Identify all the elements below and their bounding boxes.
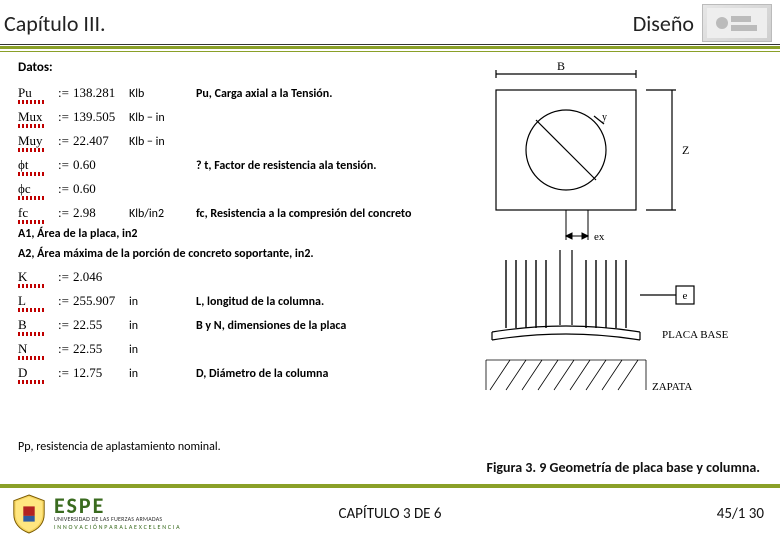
description: B y N, dimensiones de la placa (196, 319, 346, 333)
diagram-svg: y B Z ex (476, 60, 766, 420)
assign-op: := (58, 341, 69, 357)
unit: in (129, 367, 184, 381)
wavy-underline (18, 100, 46, 104)
section-title: Diseño (633, 10, 694, 37)
wavy-underline (18, 196, 46, 200)
page-number: 45/1 30 (717, 505, 764, 523)
dim-e: e (683, 290, 688, 302)
symbol: ϕt (18, 157, 58, 173)
assign-op: := (58, 293, 69, 309)
footer-brand: ESPE UNIVERSIDAD DE LAS FUERZAS ARMADAS … (0, 493, 180, 535)
wavy-underline (18, 124, 46, 128)
accent-bar (0, 45, 780, 50)
value: 139.505 (73, 109, 123, 125)
assign-op: := (58, 205, 69, 221)
wavy-underline (18, 284, 46, 288)
unit: Klb − in (129, 111, 184, 125)
unit: Klb (129, 87, 184, 101)
parts-icon (707, 8, 767, 38)
description: L, longitud de la columna. (196, 295, 324, 309)
espe-sub2: I N N O V A C I Ó N P A R A L A E X C E … (54, 523, 180, 531)
wavy-underline (18, 356, 46, 360)
description: fc, Resistencia a la compresión del conc… (196, 207, 411, 221)
value: 2.046 (73, 269, 123, 285)
unit: in (129, 319, 184, 333)
assign-op: := (58, 181, 69, 197)
assign-op: := (58, 365, 69, 381)
pp-label: Pp, resistencia de aplastamiento nominal… (18, 440, 221, 454)
unit: in (129, 295, 184, 309)
label-placa-base: PLACA BASE (662, 329, 729, 341)
description: D, Diámetro de la columna (196, 367, 328, 381)
assign-op: := (58, 157, 69, 173)
symbol: K (18, 269, 58, 285)
value: 22.55 (73, 341, 123, 357)
label-zapata: ZAPATA (652, 381, 692, 393)
description: ? t, Factor de resistencia ala tensión. (196, 159, 377, 173)
value: 22.55 (73, 317, 123, 333)
wavy-underline (18, 172, 46, 176)
svg-text:y: y (602, 112, 607, 123)
shield-icon (10, 493, 48, 535)
symbol: fc (18, 205, 58, 221)
assign-op: := (58, 85, 69, 101)
unit: Klb − in (129, 135, 184, 149)
geometry-diagram: y B Z ex (476, 60, 766, 400)
header-right: Diseño (633, 4, 772, 42)
value: 0.60 (73, 181, 123, 197)
symbol: Mux (18, 109, 58, 125)
unit: in (129, 343, 184, 357)
footer-center: CAPÍTULO 3 DE 6 (339, 505, 442, 523)
wavy-underline (18, 380, 46, 384)
symbol: L (18, 293, 58, 309)
espe-brand-block: ESPE UNIVERSIDAD DE LAS FUERZAS ARMADAS … (54, 497, 180, 531)
value: 22.407 (73, 133, 123, 149)
value: 0.60 (73, 157, 123, 173)
value: 2.98 (73, 205, 123, 221)
figure-caption: Figura 3. 9 Geometría de placa base y co… (487, 459, 760, 476)
assign-op: := (58, 317, 69, 333)
assign-op: := (58, 133, 69, 149)
slide-footer: ESPE UNIVERSIDAD DE LAS FUERZAS ARMADAS … (0, 488, 780, 540)
symbol: ϕc (18, 181, 58, 197)
value: 12.75 (73, 365, 123, 381)
wavy-underline (18, 148, 46, 152)
symbol: N (18, 341, 58, 357)
symbol: B (18, 317, 58, 333)
unit: Klb/in2 (129, 207, 184, 221)
symbol: Pu (18, 85, 58, 101)
value: 138.281 (73, 85, 123, 101)
description: Pu, Carga axial a la Tensión. (196, 87, 332, 101)
espe-logo-text: ESPE (54, 497, 180, 515)
dim-b: B (557, 60, 565, 73)
wavy-underline (18, 220, 46, 224)
dim-ex: ex (594, 231, 605, 243)
slide-header: Capítulo III. Diseño (0, 0, 780, 45)
espe-sub1: UNIVERSIDAD DE LAS FUERZAS ARMADAS (54, 515, 180, 523)
assign-op: := (58, 269, 69, 285)
value: 255.907 (73, 293, 123, 309)
wavy-underline (18, 308, 46, 312)
chapter-title: Capítulo III. (4, 10, 106, 37)
symbol: Muy (18, 133, 58, 149)
assign-op: := (58, 109, 69, 125)
symbol: D (18, 365, 58, 381)
wavy-underline (18, 332, 46, 336)
header-thumbnail (702, 4, 772, 42)
dim-z: Z (682, 143, 689, 157)
